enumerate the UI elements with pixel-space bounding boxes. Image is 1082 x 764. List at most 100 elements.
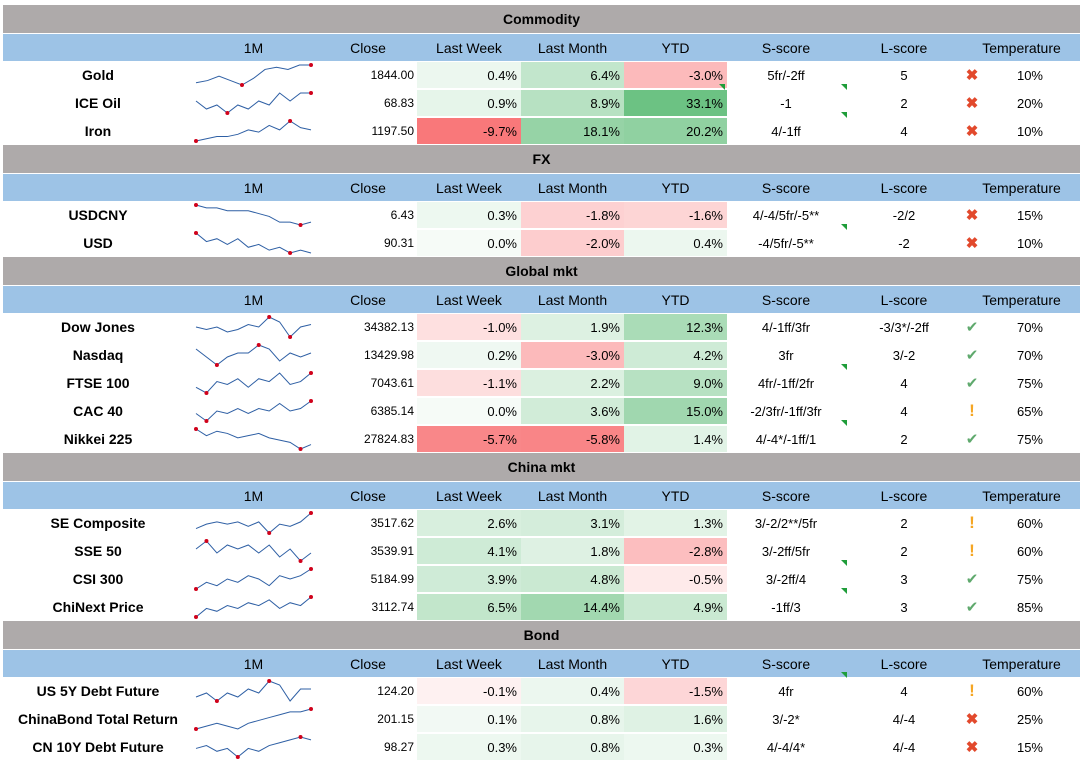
close-value: 6.43 xyxy=(390,208,414,222)
table-row[interactable]: Nasdaq 13429.98 0.2% -3.0% 4.2% 3fr 3/-2 ✔ 70% xyxy=(3,341,1080,369)
sparkline-low-marker xyxy=(288,335,293,339)
last-month-change: 2.2% xyxy=(521,370,624,396)
sparkline-chart xyxy=(194,231,312,255)
last-month-change: 3.6% xyxy=(521,398,624,424)
sparkline-chart xyxy=(195,315,312,339)
sparkline-cell xyxy=(191,342,316,368)
l-score: 4/-4 xyxy=(892,711,916,727)
sparkline-low-marker xyxy=(235,755,240,759)
table-row[interactable]: USD 90.31 0.0% -2.0% 0.4% -4/5fr/-5** -2 ✖ 10% xyxy=(3,224,1080,257)
comment-indicator xyxy=(841,224,847,230)
table-row[interactable]: ICE Oil 68.83 0.9% 8.9% 33.1% -1 2 ✖ 20% xyxy=(3,84,1080,117)
l-score: 4 xyxy=(900,375,908,391)
section-title: Commodity xyxy=(3,5,1080,33)
sparkline-chart xyxy=(195,371,313,395)
comment-indicator xyxy=(841,364,847,370)
comment-indicator xyxy=(719,84,725,90)
sparkline-chart xyxy=(194,567,313,591)
table-row[interactable]: Dow Jones 34382.13 -1.0% 1.9% 12.3% 4/-1ff/3f… xyxy=(3,313,1080,341)
last-week-change: 0.0% xyxy=(417,398,521,424)
s-score: 5fr/-2ff xyxy=(767,67,805,83)
sparkline-low-marker xyxy=(204,419,209,423)
temperature-value: 75% xyxy=(1016,571,1043,587)
sparkline-path xyxy=(195,372,312,394)
sparkline-low-marker xyxy=(298,559,303,563)
table-row[interactable]: CSI 300 5184.99 3.9% 4.8% -0.5% 3/-2ff/4 3 ✔ 75% xyxy=(3,560,1080,593)
section-title: Bond xyxy=(3,621,1080,649)
sparkline-cell xyxy=(191,734,316,760)
last-month-change: 14.4% xyxy=(521,594,624,620)
table-row[interactable]: Nikkei 225 27824.83 -5.7% -5.8% 1.4% 4/-4*/-1… xyxy=(3,420,1080,453)
sparkline-high-marker xyxy=(309,91,313,95)
instrument-name: ChinaBond Total Return xyxy=(18,711,178,727)
last-month-change: 4.8% xyxy=(521,566,624,592)
s-score: 4/-4*/-1ff/1 xyxy=(755,431,817,447)
ytd-change: -3.0% xyxy=(624,62,727,88)
sparkline-high-marker xyxy=(267,679,272,683)
column-header-c6: S-score xyxy=(761,180,811,196)
close-value: 98.27 xyxy=(383,740,414,754)
sparkline-cell xyxy=(191,566,316,592)
sparkline-path xyxy=(195,232,312,254)
last-month-change: -5.8% xyxy=(521,426,624,452)
sparkline-chart xyxy=(195,511,313,535)
sparkline-high-marker xyxy=(194,203,198,207)
column-header-c3: Last Week xyxy=(436,488,502,504)
close-value: 3517.62 xyxy=(370,516,414,530)
s-score: -1ff/3 xyxy=(771,599,801,615)
s-score: 4/-4/4* xyxy=(766,739,806,755)
column-header-c7: L-score xyxy=(880,656,928,672)
comment-indicator xyxy=(841,84,847,90)
table-row[interactable]: SSE 50 3539.91 4.1% 1.8% -2.8% 3/-2ff/5fr 2! 60… xyxy=(3,537,1080,565)
check-icon: ✔ xyxy=(965,599,979,616)
sparkline-path xyxy=(195,568,312,590)
instrument-name: US 5Y Debt Future xyxy=(36,683,160,699)
column-header-c3: Last Week xyxy=(436,40,502,56)
instrument-name: CSI 300 xyxy=(72,571,124,587)
table-row[interactable]: Gold 1844.00 0.4% 6.4% -3.0% 5fr/-2ff 5 ✖ 10% xyxy=(3,61,1080,89)
table-row[interactable]: ChiNext Price 3112.74 6.5% 14.4% 4.9% -1ff/3 3… xyxy=(3,588,1080,621)
sparkline-chart xyxy=(194,707,313,731)
comment-indicator xyxy=(841,112,847,118)
comment-indicator xyxy=(841,560,847,566)
sparkline-cell xyxy=(191,90,316,116)
l-score: 2 xyxy=(900,543,908,559)
temperature-value: 10% xyxy=(1016,123,1043,139)
table-row[interactable]: CN 10Y Debt Future 98.27 0.3% 0.8% 0.3% 4/-4/… xyxy=(3,733,1080,761)
column-header-c1: 1M xyxy=(243,180,264,196)
sparkline-cell xyxy=(191,594,316,620)
sparkline-path xyxy=(195,736,312,758)
table-row[interactable]: USDCNY 6.43 0.3% -1.8% -1.6% 4/-4/5fr/-5** -2/… xyxy=(3,201,1080,229)
column-header-c4: Last Month xyxy=(537,292,608,308)
s-score: 3/-2/2**/5fr xyxy=(754,515,818,531)
s-score: 4fr/-1ff/2fr xyxy=(757,375,815,391)
x-icon: ✖ xyxy=(965,207,979,224)
last-week-change: 0.1% xyxy=(417,706,521,732)
ytd-change: 33.1% xyxy=(624,90,727,116)
sparkline-path xyxy=(195,596,312,618)
temperature-value: 15% xyxy=(1016,739,1043,755)
table-row[interactable]: US 5Y Debt Future 124.20 -0.1% 0.4% -1.5% 4fr… xyxy=(3,672,1080,705)
sparkline-path xyxy=(195,428,312,450)
table-row[interactable]: CAC 40 6385.14 0.0% 3.6% 15.0% -2/3fr/-1ff/3f… xyxy=(3,397,1080,425)
table-row[interactable]: SE Composite 3517.62 2.6% 3.1% 1.3% 3/-2/2**/… xyxy=(3,509,1080,537)
column-header-c8: Temperature xyxy=(982,292,1061,308)
x-icon: ✖ xyxy=(965,739,979,756)
sparkline-path xyxy=(195,708,312,730)
l-score: -2/2 xyxy=(892,207,916,223)
sparkline-low-marker xyxy=(194,727,198,731)
sparkline-path xyxy=(195,344,312,366)
x-icon: ✖ xyxy=(965,235,979,252)
sparkline-low-marker xyxy=(194,139,198,143)
section-title: Global mkt xyxy=(3,257,1080,285)
table-row[interactable]: Iron 1197.50 -9.7% 18.1% 20.2% 4/-1ff 4 ✖ 10% xyxy=(3,112,1080,145)
close-value: 13429.98 xyxy=(363,348,414,362)
table-row[interactable]: ChinaBond Total Return 201.15 0.1% 0.8% 1.6%… xyxy=(3,705,1080,733)
temperature-value: 10% xyxy=(1016,67,1043,83)
table-row[interactable]: FTSE 100 7043.61 -1.1% 2.2% 9.0% 4fr/-1ff/2fr… xyxy=(3,364,1080,397)
last-month-change: -2.0% xyxy=(521,230,624,256)
sparkline-low-marker xyxy=(267,531,272,535)
sparkline-path xyxy=(195,540,312,562)
temperature-value: 70% xyxy=(1016,347,1043,363)
